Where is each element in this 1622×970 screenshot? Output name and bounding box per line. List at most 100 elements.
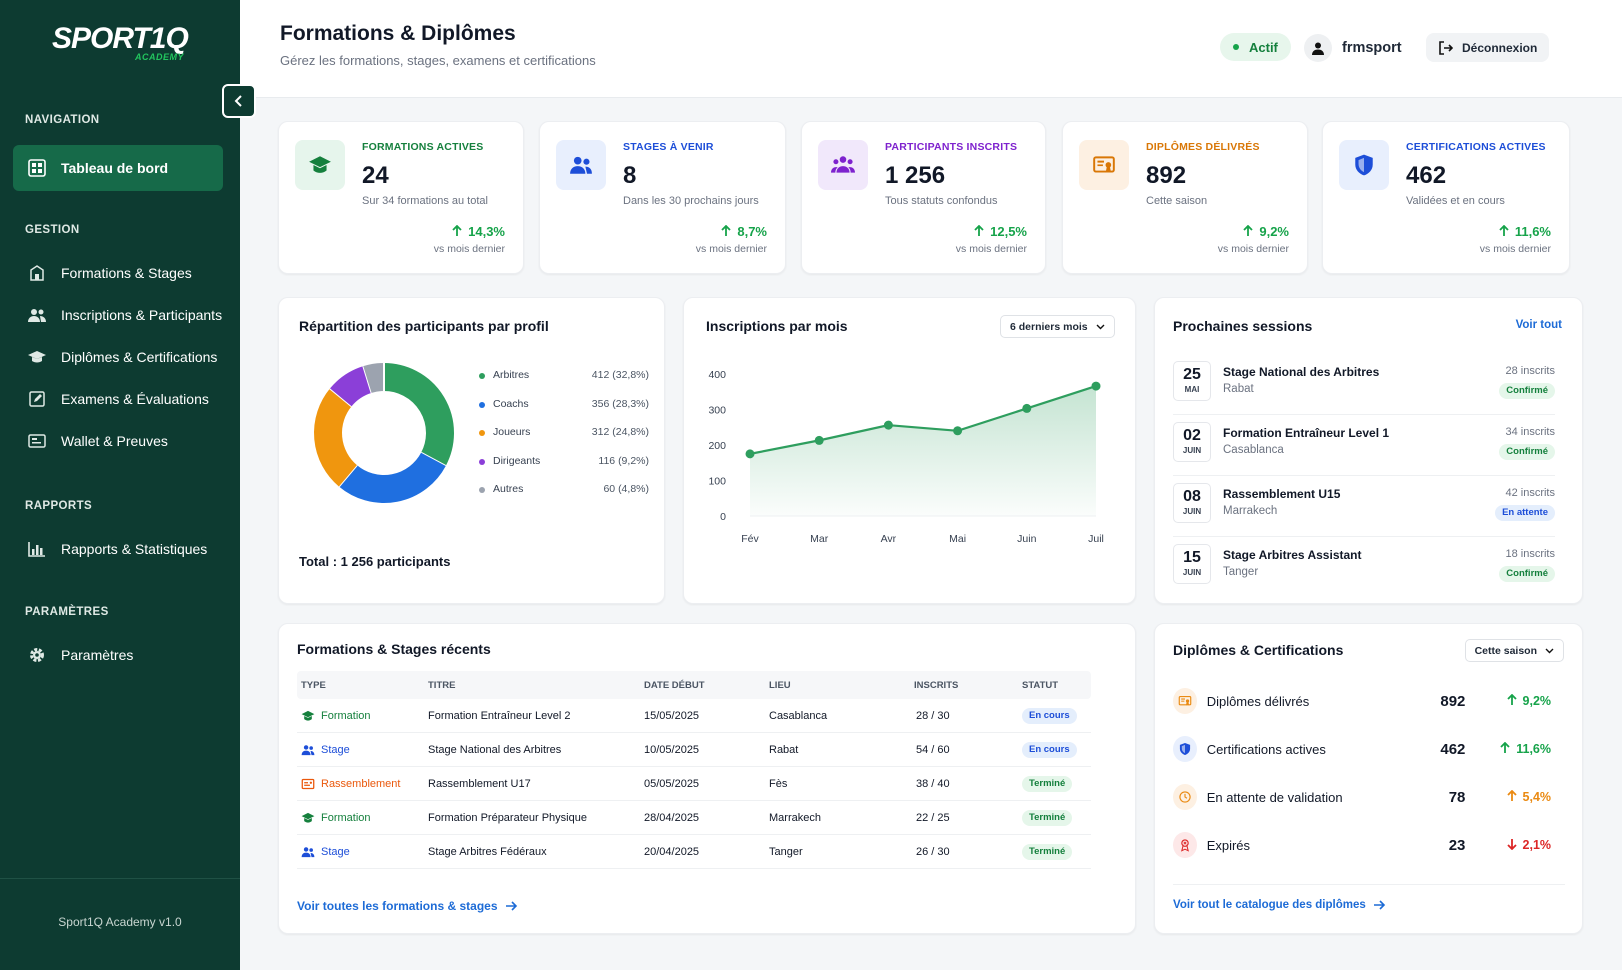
data-point[interactable] xyxy=(883,420,893,430)
trend-up-icon xyxy=(1500,741,1510,753)
column-header-place[interactable]: LIEU xyxy=(769,679,791,691)
session-title: Rassemblement U15 xyxy=(1223,487,1341,501)
table-row[interactable]: Rassemblement Rassemblement U17 05/05/20… xyxy=(297,767,1091,801)
view-all-sessions-link[interactable]: Voir tout xyxy=(1515,319,1562,331)
sidebar-item-diplomes[interactable]: Diplômes & Certifications xyxy=(13,334,223,380)
session-item[interactable]: 25 MAI Stage National des Arbitres Rabat… xyxy=(1173,359,1555,415)
data-point[interactable] xyxy=(814,435,824,445)
user-icon xyxy=(1312,42,1324,55)
sidebar-item-label: Rapports & Statistiques xyxy=(61,541,208,557)
sidebar-item-examens[interactable]: Examens & Évaluations xyxy=(13,376,223,422)
legend-name: Autres xyxy=(493,483,524,495)
status-badge: Confirmé xyxy=(1499,444,1555,460)
card-title: Formations & Stages récents xyxy=(297,641,491,657)
session-title: Stage National des Arbitres xyxy=(1223,365,1380,379)
donut-slice-arbitres[interactable] xyxy=(383,363,454,466)
diploma-stat-row[interactable]: Expirés 23 2,1% xyxy=(1173,830,1551,860)
sidebar-item-parametres[interactable]: Paramètres xyxy=(13,632,223,678)
status-badge: En cours xyxy=(1022,707,1077,724)
stat-trend: 5,4% xyxy=(1465,789,1551,804)
brand-logo[interactable]: SPORT1Q ACADEMY xyxy=(52,22,192,66)
logout-button[interactable]: Déconnexion xyxy=(1426,33,1550,62)
status-badge: Confirmé xyxy=(1499,383,1555,399)
stat-icon-tile xyxy=(1173,832,1197,858)
diplomas-card: Diplômes & Certifications Cette saison D… xyxy=(1154,623,1583,934)
data-point[interactable] xyxy=(953,426,963,436)
users-icon xyxy=(301,744,315,755)
upcoming-sessions-card: Prochaines sessions Voir tout 25 MAI Sta… xyxy=(1154,297,1583,604)
column-header-type[interactable]: TYPE xyxy=(301,679,326,691)
line-chart: 0 100 200 300 400 Fév Mar Avr Mai Juin Juil xyxy=(708,369,1103,545)
cell-title: Stage Arbitres Fédéraux xyxy=(428,845,547,858)
session-item[interactable]: 02 JUIN Formation Entraîneur Level 1 Cas… xyxy=(1173,420,1555,476)
session-item[interactable]: 08 JUIN Rassemblement U15 Marrakech 42 i… xyxy=(1173,481,1555,537)
kpi-card: PARTICIPANTS INSCRITS 1 256 Tous statuts… xyxy=(801,121,1046,274)
data-point[interactable] xyxy=(1091,381,1101,391)
trend-down-icon xyxy=(1506,839,1517,851)
donut-slice-autres[interactable] xyxy=(363,363,385,394)
cell-status: Terminé xyxy=(1022,809,1091,826)
status-dot-icon xyxy=(1233,44,1239,50)
sidebar-item-formations[interactable]: Formations & Stages xyxy=(13,250,223,296)
link-label: Voir toutes les formations & stages xyxy=(297,899,498,913)
kpi-icon-tile xyxy=(818,140,868,190)
sidebar-item-dashboard[interactable]: Tableau de bord xyxy=(13,145,223,191)
stat-icon-tile xyxy=(1173,784,1197,810)
column-header-count[interactable]: INSCRITS xyxy=(914,679,959,691)
column-header-date[interactable]: DATE DÉBUT xyxy=(644,679,705,691)
cell-status: Terminé xyxy=(1022,843,1091,860)
table-row[interactable]: Formation Formation Entraîneur Level 2 1… xyxy=(297,699,1091,733)
kpi-label: PARTICIPANTS INSCRITS xyxy=(885,141,1018,153)
legend-item: Autres 60 (4,8%) xyxy=(479,482,649,498)
kpi-comparison: vs mois dernier xyxy=(1479,243,1551,255)
column-header-title[interactable]: TITRE xyxy=(428,679,456,691)
session-month: JUIN xyxy=(1182,568,1202,577)
cell-place: Rabat xyxy=(769,743,799,756)
status-badge: Terminé xyxy=(1022,843,1073,860)
sidebar-item-inscriptions[interactable]: Inscriptions & Participants xyxy=(13,292,223,338)
diploma-stat-row[interactable]: En attente de validation 78 5,4% xyxy=(1173,782,1551,812)
cell-place: Marrakech xyxy=(769,811,821,824)
donut-slice-dirigeants[interactable] xyxy=(330,366,373,407)
user-menu[interactable]: frmsport xyxy=(1304,33,1402,63)
season-select[interactable]: Cette saison xyxy=(1464,639,1564,662)
column-header-status[interactable]: STATUT xyxy=(1022,679,1059,691)
legend-name: Coachs xyxy=(493,397,529,410)
view-diplomas-catalog-link[interactable]: Voir tout le catalogue des diplômes xyxy=(1173,899,1386,911)
table-row[interactable]: Formation Formation Préparateur Physique… xyxy=(297,801,1091,835)
trend-up-icon xyxy=(1506,789,1517,801)
collapse-sidebar-button[interactable] xyxy=(222,84,256,118)
session-location: Tanger xyxy=(1223,566,1259,578)
chevron-down-icon xyxy=(1545,648,1554,653)
type-label: Formation xyxy=(321,709,371,722)
period-select[interactable]: 6 derniers mois xyxy=(1000,315,1115,338)
legend-dot-icon xyxy=(479,430,485,436)
logout-icon xyxy=(1439,40,1453,55)
session-count: 18 inscrits xyxy=(1505,548,1555,560)
sidebar-item-rapports[interactable]: Rapports & Statistiques xyxy=(13,526,223,572)
donut-slice-joueurs[interactable] xyxy=(314,388,358,487)
kpi-card: FORMATIONS ACTIVES 24 Sur 34 formations … xyxy=(278,121,524,274)
kpi-trend-value: 14,3% xyxy=(468,224,505,239)
y-tick-label: 400 xyxy=(708,369,726,381)
card-title: Inscriptions par mois xyxy=(706,318,848,334)
type-label: Formation xyxy=(321,811,371,824)
donut-slice-coachs[interactable] xyxy=(338,452,446,503)
table-row[interactable]: Stage Stage National des Arbitres 10/05/… xyxy=(297,733,1091,767)
table-row[interactable]: Stage Stage Arbitres Fédéraux 20/04/2025… xyxy=(297,835,1091,869)
legend-name: Joueurs xyxy=(493,426,531,438)
session-item[interactable]: 15 JUIN Stage Arbitres Assistant Tanger … xyxy=(1173,542,1555,598)
cell-status: En cours xyxy=(1022,707,1091,724)
building-icon xyxy=(27,263,47,283)
stat-trend: 11,6% xyxy=(1465,741,1551,756)
view-all-formations-link[interactable]: Voir toutes les formations & stages xyxy=(297,899,518,913)
diploma-stat-row[interactable]: Certifications actives 462 11,6% xyxy=(1173,734,1551,764)
donut-chart xyxy=(314,363,454,503)
diploma-stat-row[interactable]: Diplômes délivrés 892 9,2% xyxy=(1173,686,1551,716)
cell-date: 28/04/2025 xyxy=(644,811,700,824)
data-point[interactable] xyxy=(1022,403,1032,413)
cell-date: 05/05/2025 xyxy=(644,777,700,790)
data-point[interactable] xyxy=(745,449,755,459)
shield-icon xyxy=(1179,742,1190,756)
sidebar-item-wallet[interactable]: Wallet & Preuves xyxy=(13,418,223,464)
